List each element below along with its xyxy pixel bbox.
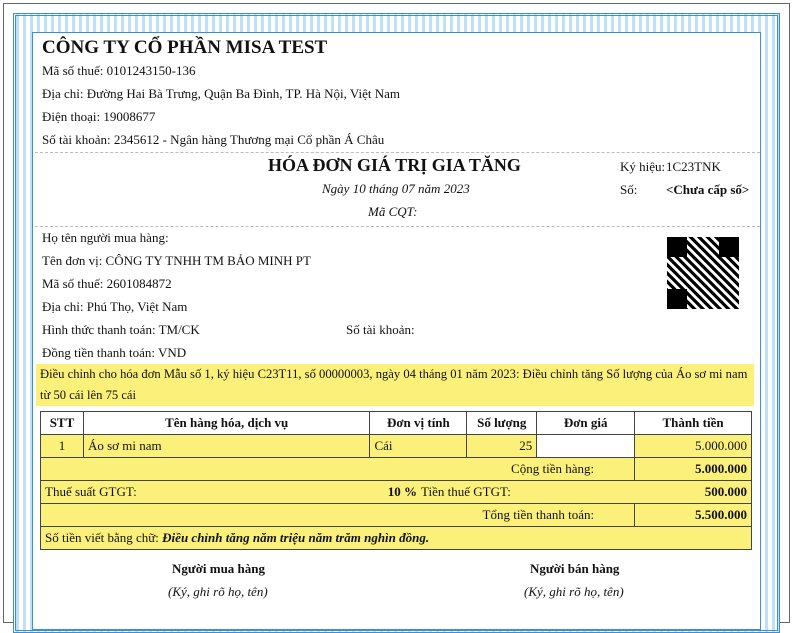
vat-label: Tiền thuế GTGT: bbox=[421, 484, 511, 499]
table-header: STT Tên hàng hóa, dịch vụ Đơn vị tính Số… bbox=[40, 411, 752, 435]
buyer-account: Số tài khoản: bbox=[346, 322, 415, 337]
col-price: Đơn giá bbox=[536, 411, 636, 435]
table-row: 1 Áo sơ mi nam Cái 25 5.000.000 bbox=[40, 434, 752, 458]
vat-rate-value: 10 % bbox=[387, 484, 417, 499]
seller-address: Địa chỉ: Đường Hai Bà Trưng, Quận Ba Đìn… bbox=[42, 86, 401, 101]
vat-value: 500.000 bbox=[704, 484, 747, 499]
col-stt: STT bbox=[40, 411, 84, 435]
col-qty: Số lượng bbox=[466, 411, 538, 435]
seller-signature-title: Người bán hàng bbox=[530, 561, 620, 576]
buyer-unit: Tên đơn vị: CÔNG TY TNHH TM BẢO MINH PT bbox=[42, 253, 311, 268]
grand-total-value: 5.500.000 bbox=[634, 503, 752, 527]
col-unit: Đơn vị tính bbox=[369, 411, 468, 435]
payment-method: Hình thức thanh toán: TM/CK bbox=[42, 322, 200, 337]
divider bbox=[35, 226, 760, 227]
adjustment-note: Điều chỉnh cho hóa đơn Mẫu số 1, ký hiệu… bbox=[36, 364, 754, 406]
cell-qty: 25 bbox=[466, 434, 538, 458]
currency: Đồng tiền thanh toán: VND bbox=[42, 345, 187, 360]
cell-name: Áo sơ mi nam bbox=[82, 434, 371, 458]
cell-unit: Cái bbox=[369, 434, 468, 458]
seller-tax-code: Mã số thuế: 0101243150-136 bbox=[42, 63, 196, 78]
vat-row: Thuế suất GTGT: 10 % Tiền thuế GTGT: 500… bbox=[40, 480, 752, 504]
amount-words-row: Số tiền viết bằng chữ: Điều chỉnh tăng n… bbox=[40, 526, 752, 550]
cell-price bbox=[536, 434, 636, 458]
grand-total-label: Tổng tiền thanh toán: bbox=[39, 503, 636, 527]
seller-name: CÔNG TY CỔ PHẦN MISA TEST bbox=[42, 37, 328, 58]
buyer-signature-title: Người mua hàng bbox=[172, 561, 266, 576]
seller-account: Số tài khoản: 2345612 - Ngân hàng Thương… bbox=[42, 132, 385, 147]
amount-words-label: Số tiền viết bằng chữ: bbox=[45, 530, 159, 545]
buyer-address: Địa chỉ: Phú Thọ, Việt Nam bbox=[42, 299, 188, 314]
seller-signature-note: (Ký, ghi rõ họ, tên) bbox=[524, 584, 624, 599]
subtotal-row: Cộng tiền hàng: 5.000.000 bbox=[39, 457, 752, 481]
divider bbox=[35, 152, 760, 153]
col-total: Thành tiền bbox=[634, 411, 752, 435]
vat-rate-label: Thuế suất GTGT: bbox=[45, 484, 137, 499]
symbol-label: Ký hiệu: bbox=[620, 159, 666, 174]
symbol-value: 1C23TNK bbox=[666, 159, 721, 174]
items-table: STT Tên hàng hóa, dịch vụ Đơn vị tính Số… bbox=[39, 411, 752, 550]
subtotal-value: 5.000.000 bbox=[634, 457, 752, 481]
number-label: Số: bbox=[620, 182, 638, 197]
buyer-name: Họ tên người mua hàng: bbox=[42, 230, 169, 245]
number-value: <Chưa cấp số> bbox=[666, 182, 750, 197]
cell-total: 5.000.000 bbox=[634, 434, 752, 458]
seller-phone: Điện thoại: 19008677 bbox=[42, 109, 156, 124]
subtotal-label: Cộng tiền hàng: bbox=[39, 457, 636, 481]
grand-total-row: Tổng tiền thanh toán: 5.500.000 bbox=[39, 503, 752, 527]
buyer-tax-code: Mã số thuế: 2601084872 bbox=[42, 276, 172, 291]
buyer-signature-note: (Ký, ghi rõ họ, tên) bbox=[168, 584, 268, 599]
col-name: Tên hàng hóa, dịch vụ bbox=[82, 411, 371, 435]
cqt-code: Mã CQT: bbox=[368, 204, 418, 219]
cell-stt: 1 bbox=[40, 434, 84, 458]
amount-words: Điều chỉnh tăng năm triệu năm trăm nghìn… bbox=[162, 530, 430, 545]
invoice-date: Ngày 10 tháng 07 năm 2023 bbox=[322, 181, 470, 196]
invoice-title: HÓA ĐƠN GIÁ TRỊ GIA TĂNG bbox=[268, 155, 521, 175]
qr-code bbox=[667, 237, 739, 309]
